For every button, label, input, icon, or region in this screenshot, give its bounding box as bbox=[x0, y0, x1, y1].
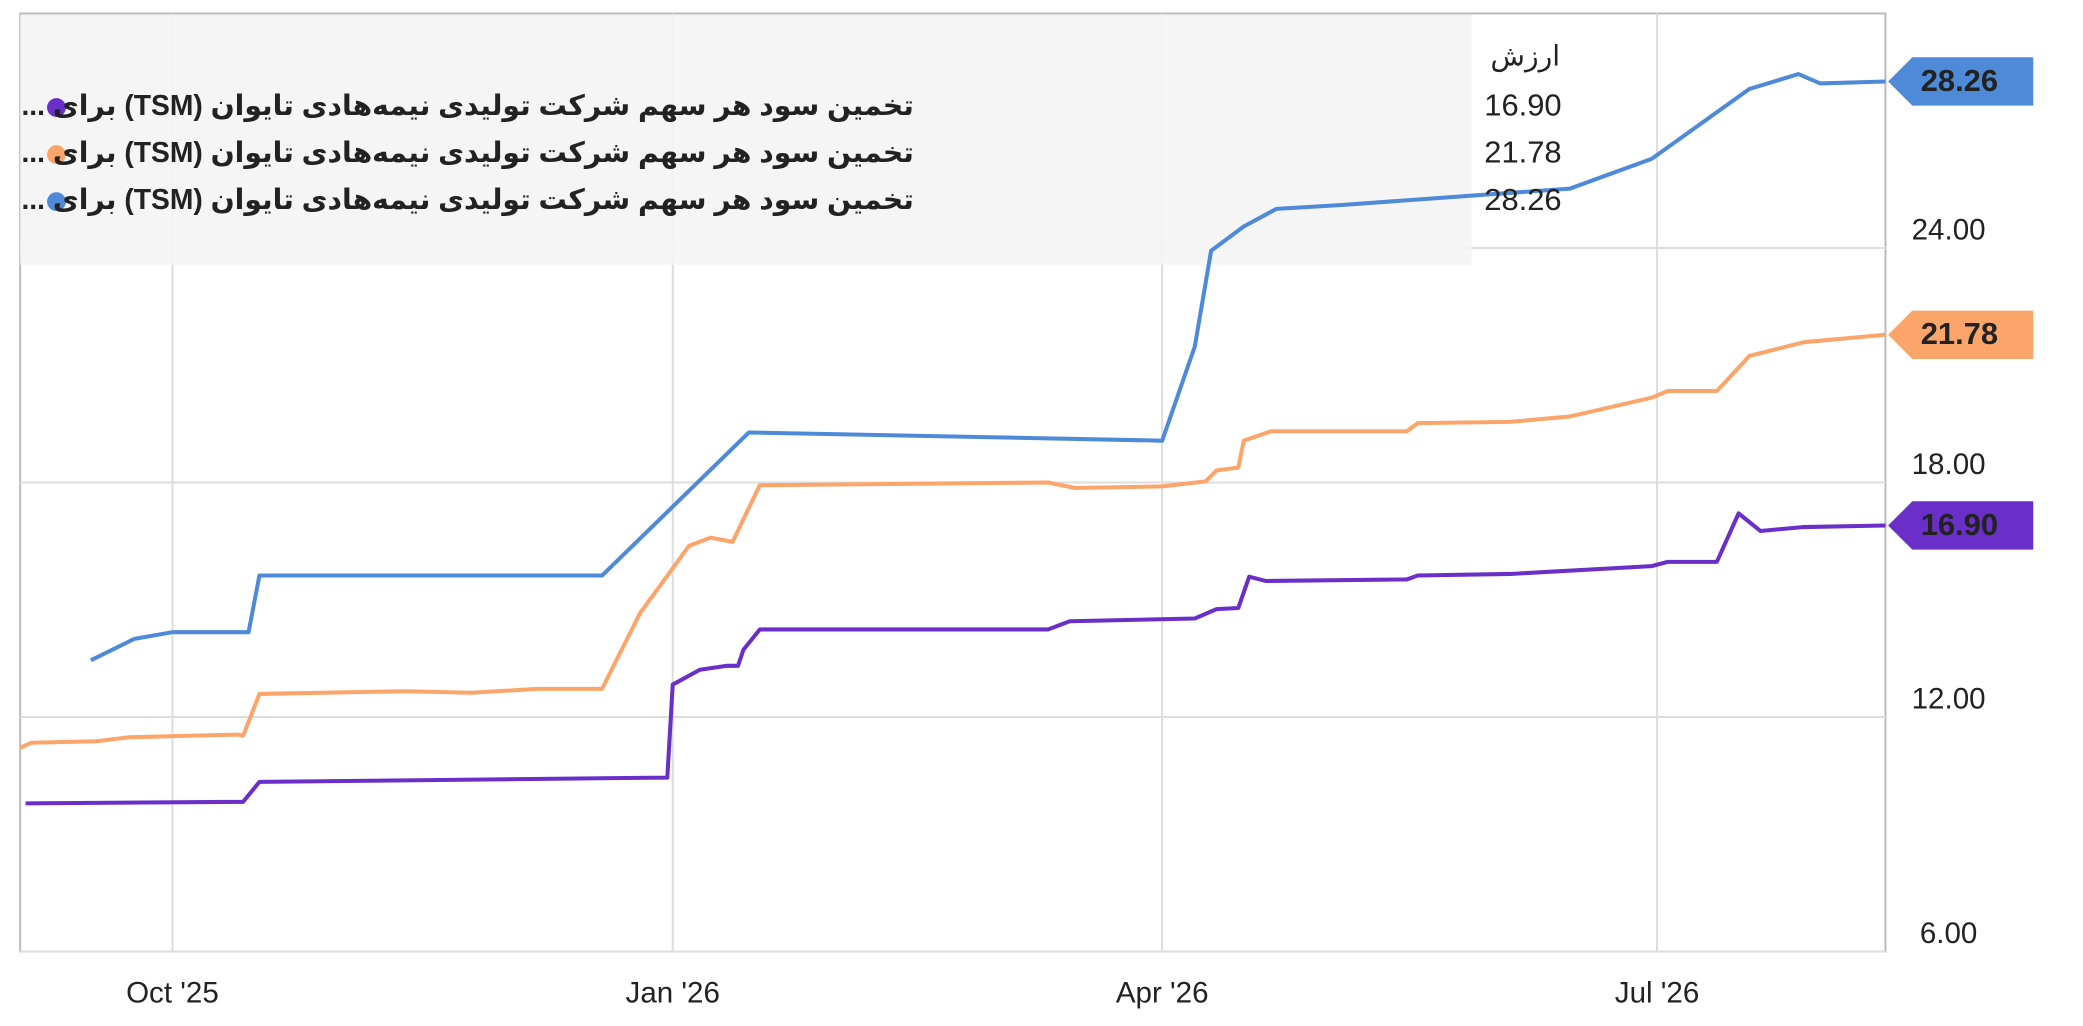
y-tick-label: 18.00 bbox=[1912, 448, 1986, 481]
legend-marker bbox=[47, 192, 66, 212]
series-line bbox=[19, 332, 1886, 750]
end-callout-label: 16.90 bbox=[1921, 507, 1998, 542]
end-callout bbox=[1888, 501, 2034, 550]
legend-value: 28.26 bbox=[1484, 182, 1561, 217]
legend-value: 16.90 bbox=[1484, 88, 1561, 123]
end-callout-label: 21.78 bbox=[1921, 316, 1998, 351]
x-tick-label: Oct '25 bbox=[126, 976, 219, 1009]
legend-marker bbox=[47, 98, 66, 117]
legend-value: 21.78 bbox=[1484, 135, 1561, 170]
legend-label: تخمین سود هر سهم شرکت تولیدی نیمه‌هادی ت… bbox=[21, 136, 913, 169]
y-tick-label: 12.00 bbox=[1912, 683, 1986, 716]
legend-box bbox=[20, 14, 1472, 265]
series-line bbox=[89, 72, 1886, 663]
end-callout-label: 28.26 bbox=[1921, 63, 1998, 98]
legend-header: ارزش bbox=[1491, 39, 1561, 72]
legend-marker bbox=[47, 145, 66, 164]
end-callout bbox=[1888, 57, 2034, 106]
x-tick-label: Apr '26 bbox=[1116, 976, 1209, 1009]
end-callout bbox=[1888, 310, 2034, 359]
legend-label: تخمین سود هر سهم شرکت تولیدی نیمه‌هادی ت… bbox=[21, 183, 913, 216]
x-tick-label: Jul '26 bbox=[1615, 976, 1700, 1009]
y-tick-label: 6.00 bbox=[1920, 917, 1978, 950]
x-tick-label: Jan '26 bbox=[626, 976, 720, 1009]
y-tick-label: 24.00 bbox=[1912, 214, 1986, 247]
legend-label: تخمین سود هر سهم شرکت تولیدی نیمه‌هادی ت… bbox=[21, 89, 913, 122]
series-line bbox=[25, 511, 1886, 806]
